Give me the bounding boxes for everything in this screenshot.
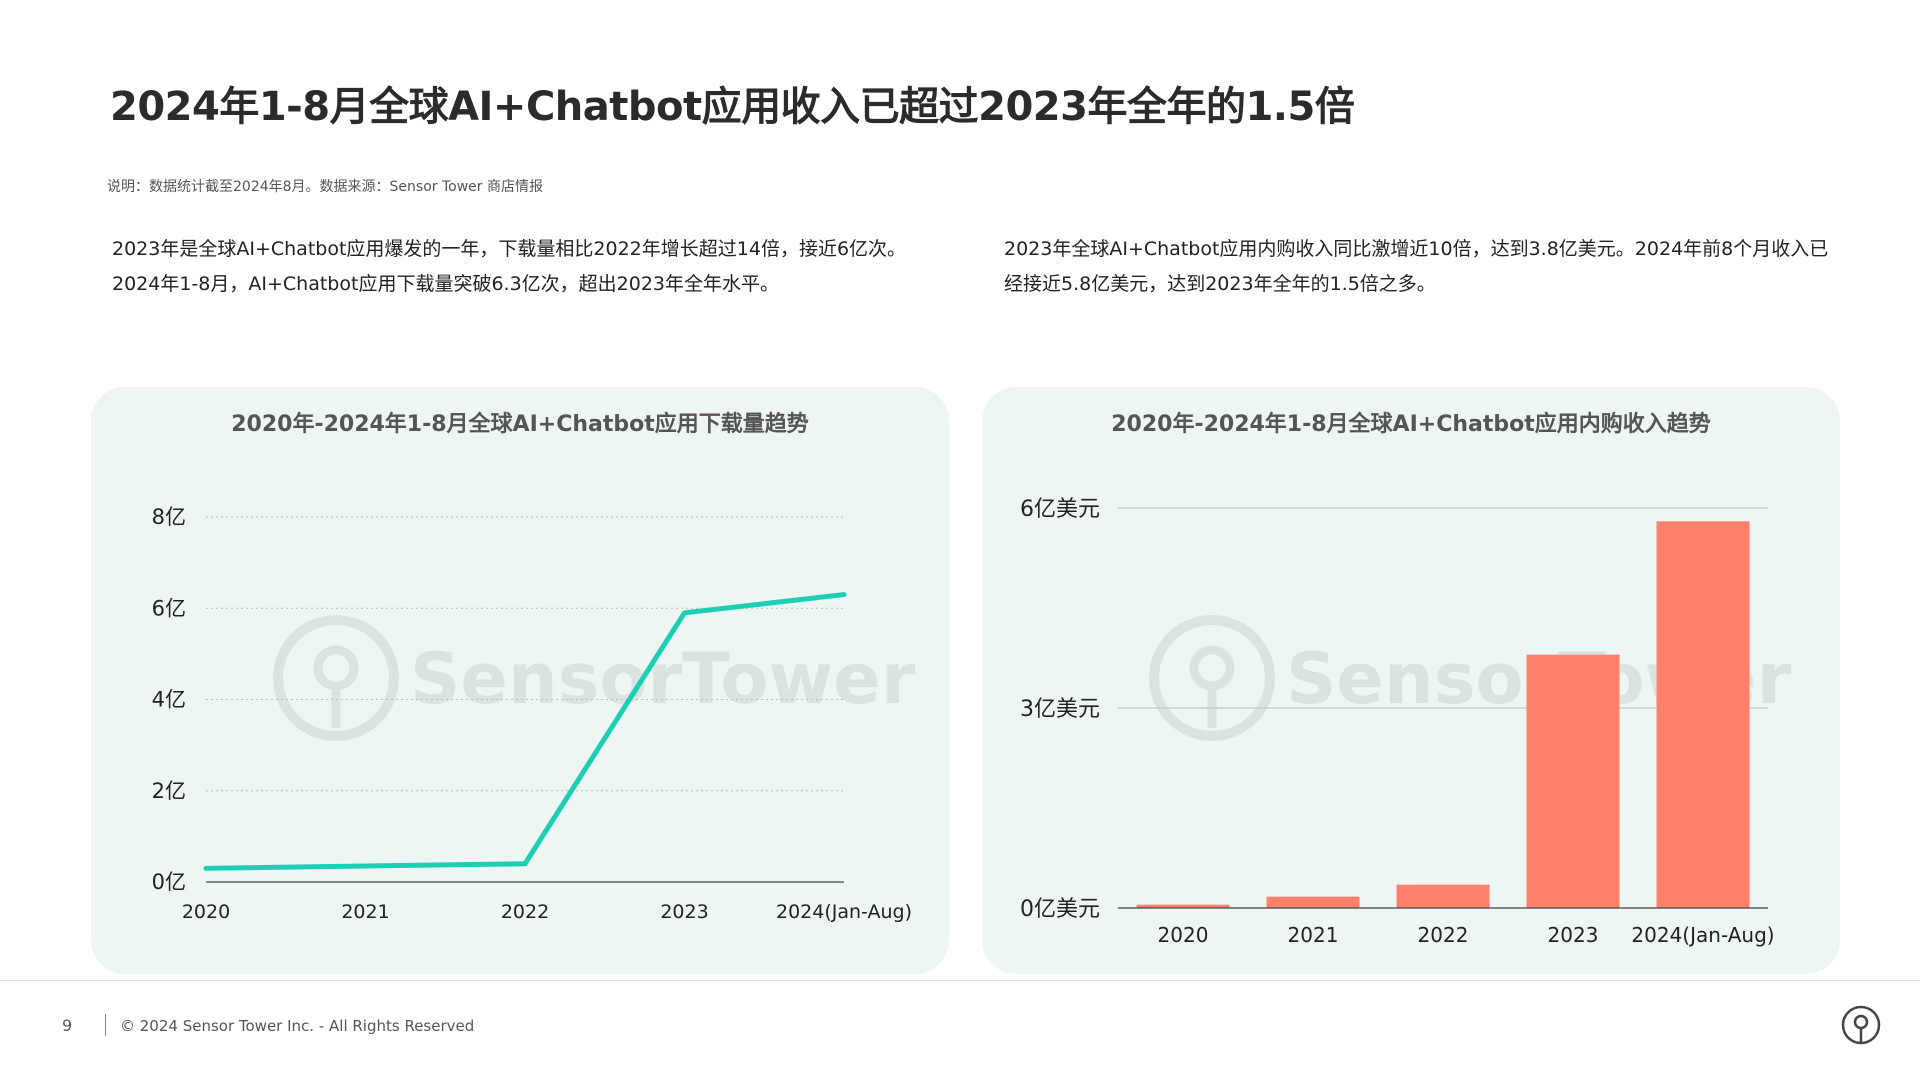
revenue-chart-title: 2020年-2024年1-8月全球AI+Chatbot应用内购收入趋势 xyxy=(1111,412,1711,437)
data-source-note: 说明：数据统计截至2024年8月。数据来源：Sensor Tower 商店情报 xyxy=(107,179,543,195)
page-title: 2024年1-8月全球AI+Chatbot应用收入已超过2023年全年的1.5倍 xyxy=(110,84,1355,130)
x-tick-label: 2023 xyxy=(1548,923,1599,947)
revenue-summary: 2023年全球AI+Chatbot应用内购收入同比激增近10倍，达到3.8亿美元… xyxy=(1004,238,1829,295)
y-tick-label: 6亿 xyxy=(152,596,186,620)
downloads-line-chart: 0亿 2亿 4亿 6亿 8亿 2020 2021 2022 2023 2024(Jan-Aug) xyxy=(152,505,912,923)
watermark-left: SensorTower xyxy=(273,615,916,741)
downloads-chart-title: 2020年-2024年1-8月全球AI+Chatbot应用下载量趋势 xyxy=(231,412,809,437)
x-tick-label: 2020 xyxy=(1158,923,1209,947)
x-tick-label: 2020 xyxy=(182,901,230,923)
x-tick-label: 2024(Jan-Aug) xyxy=(776,901,912,923)
footer-separator xyxy=(105,1014,106,1036)
x-tick-label: 2021 xyxy=(341,901,389,923)
revenue-bar xyxy=(1136,904,1230,908)
revenue-bar xyxy=(1266,896,1360,908)
y-tick-label: 3亿美元 xyxy=(1020,697,1100,722)
y-tick-label: 8亿 xyxy=(152,505,186,529)
footer-divider xyxy=(0,980,1920,981)
y-tick-label: 6亿美元 xyxy=(1020,497,1100,522)
revenue-bar-chart: 0亿美元 3亿美元 6亿美元 2020 2021 2022 2023 2024(Jan-Aug… xyxy=(1020,497,1775,947)
sensor-tower-logo-icon xyxy=(1841,1005,1881,1045)
downloads-chart-panel xyxy=(91,387,949,974)
downloads-summary: 2023年是全球AI+Chatbot应用爆发的一年，下载量相比2022年增长超过… xyxy=(112,238,907,295)
revenue-bar xyxy=(1656,521,1750,908)
revenue-bar xyxy=(1526,654,1620,908)
revenue-bar xyxy=(1396,884,1490,908)
x-tick-label: 2024(Jan-Aug) xyxy=(1631,923,1774,947)
copyright-text: © 2024 Sensor Tower Inc. - All Rights Re… xyxy=(120,1017,475,1035)
x-tick-label: 2023 xyxy=(660,901,708,923)
y-tick-label: 2亿 xyxy=(152,779,186,803)
x-tick-label: 2022 xyxy=(1418,923,1469,947)
y-tick-label: 4亿 xyxy=(152,688,186,712)
watermark-text-left: SensorTower xyxy=(410,638,916,720)
y-tick-label: 0亿 xyxy=(152,870,186,894)
page-number: 9 xyxy=(62,1016,73,1035)
y-tick-label: 0亿美元 xyxy=(1020,897,1100,922)
x-tick-label: 2022 xyxy=(501,901,549,923)
x-tick-label: 2021 xyxy=(1288,923,1339,947)
